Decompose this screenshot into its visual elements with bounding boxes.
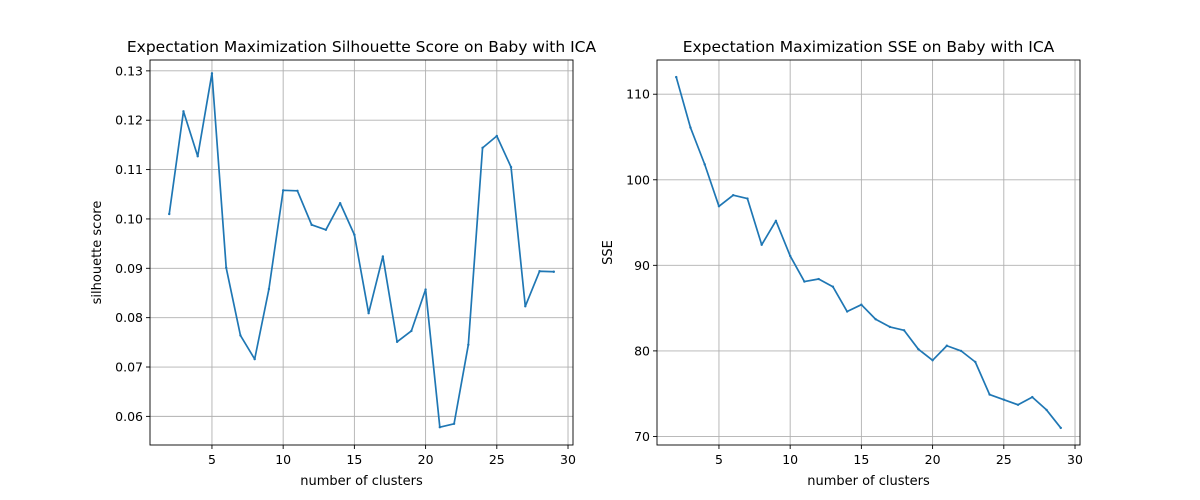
sse-data-point: [959, 349, 963, 353]
silhouette-data-point: [196, 155, 199, 158]
silhouette-data-point: [367, 312, 370, 315]
sse-data-point: [803, 280, 806, 283]
silhouette-data-point: [253, 357, 256, 361]
silhouette-chart-title: Expectation Maximization Silhouette Scor…: [127, 38, 597, 56]
silhouette-data-point: [424, 288, 427, 291]
sse-data-point: [945, 344, 949, 347]
silhouette-data-point: [296, 189, 299, 192]
silhouette-data-point: [467, 343, 470, 346]
sse-x-tick-label: 30: [1067, 452, 1083, 467]
silhouette-data-point: [438, 426, 442, 429]
sse-y-tick-label: 100: [626, 172, 650, 187]
silhouette-data-point: [538, 270, 541, 273]
silhouette-data-point: [225, 266, 228, 269]
silhouette-x-axis-label: number of clusters: [300, 474, 423, 489]
silhouette-data-point: [182, 110, 185, 113]
silhouette-y-tick-label: 0.06: [115, 409, 143, 424]
sse-chart: 5 10 15 20 25 30 70 80 90 100 110 Expectation Maxim…: [601, 38, 1083, 489]
sse-data-point: [902, 329, 906, 332]
silhouette-y-tick-label: 0.13: [115, 63, 143, 78]
sse-data-point: [689, 126, 692, 129]
sse-axes-frame: [656, 59, 1081, 446]
sse-x-tick-label: 20: [925, 452, 941, 467]
sse-data-point: [788, 254, 792, 258]
silhouette-y-tick-label: 0.11: [115, 162, 143, 177]
silhouette-data-point: [381, 255, 385, 258]
silhouette-data-point: [524, 305, 527, 308]
sse-chart-title: Expectation Maximization SSE on Baby wit…: [683, 38, 1055, 56]
sse-data-point: [1002, 398, 1005, 401]
silhouette-data-point: [324, 228, 328, 231]
sse-data-point: [1031, 395, 1034, 399]
sse-data-point: [1045, 408, 1048, 412]
silhouette-data-point: [338, 201, 342, 205]
silhouette-data-point: [481, 146, 484, 150]
sse-data-point: [831, 285, 835, 288]
silhouette-y-tick-label: 0.10: [115, 211, 143, 226]
sse-data-point: [703, 163, 706, 166]
sse-y-tick-label: 70: [634, 429, 650, 444]
silhouette-y-tick-label: 0.12: [115, 113, 143, 128]
sse-y-tick-label: 80: [634, 343, 650, 358]
silhouette-y-axis-label: silhouette score: [90, 201, 105, 305]
silhouette-data-point: [552, 270, 555, 273]
silhouette-data-point: [395, 340, 399, 344]
silhouette-data-point: [310, 223, 313, 227]
silhouette-data-point: [495, 134, 498, 138]
sse-data-point: [988, 393, 991, 396]
sse-data-point: [860, 303, 863, 306]
silhouette-series-line: [168, 72, 555, 429]
silhouette-x-tick-label: 15: [346, 452, 362, 467]
silhouette-x-tick-label: 5: [208, 452, 216, 467]
sse-data-point: [675, 75, 678, 79]
silhouette-data-point: [410, 329, 413, 333]
sse-x-tick-label: 15: [853, 452, 869, 467]
silhouette-x-tick-label: 25: [489, 452, 505, 467]
sse-data-point: [1016, 403, 1020, 406]
silhouette-data-point: [168, 212, 171, 216]
sse-y-tick-label: 90: [634, 258, 650, 273]
silhouette-y-tick-label: 0.09: [115, 261, 143, 276]
sse-series-line: [675, 76, 1062, 430]
sse-data-point: [1059, 426, 1062, 430]
sse-data-point: [931, 359, 934, 362]
sse-y-tick-label: 110: [626, 87, 650, 102]
silhouette-x-tick-label: 10: [275, 452, 291, 467]
sse-x-tick-label: 25: [996, 452, 1012, 467]
sse-data-point: [845, 310, 849, 313]
sse-data-point: [717, 205, 721, 208]
sse-x-axis-label: number of clusters: [807, 474, 930, 489]
sse-data-point: [817, 277, 820, 281]
silhouette-data-point: [239, 334, 242, 337]
silhouette-axes-frame: [149, 59, 574, 446]
sse-data-point: [774, 219, 778, 223]
silhouette-data-point: [353, 233, 356, 236]
sse-x-tick-label: 10: [782, 452, 798, 467]
silhouette-chart: 5 10 15 20 25 30 0.06 0.07 0.08 0.09 0.10 0.11 0.12 0…: [90, 38, 597, 489]
sse-data-point: [974, 360, 977, 364]
sse-data-point: [760, 243, 763, 246]
sse-data-point: [746, 197, 749, 200]
sse-data-point: [874, 318, 877, 321]
silhouette-x-tick-label: 20: [418, 452, 434, 467]
silhouette-y-tick-label: 0.07: [115, 360, 143, 375]
silhouette-data-point: [509, 165, 513, 169]
sse-data-point: [917, 347, 920, 351]
sse-data-point: [888, 325, 892, 329]
sse-data-point: [732, 193, 735, 197]
silhouette-data-point: [281, 189, 285, 192]
silhouette-y-tick-label: 0.08: [115, 310, 143, 325]
sse-x-tick-label: 5: [715, 452, 723, 467]
sse-y-axis-label: SSE: [601, 240, 616, 265]
silhouette-data-point: [452, 422, 456, 425]
silhouette-x-tick-label: 30: [560, 452, 576, 467]
silhouette-data-point: [267, 287, 271, 291]
silhouette-data-point: [210, 72, 214, 75]
